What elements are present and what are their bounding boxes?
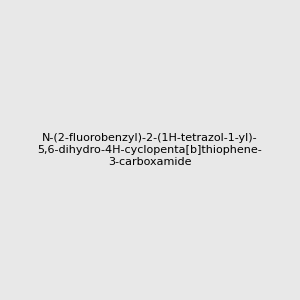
Text: N-(2-fluorobenzyl)-2-(1H-tetrazol-1-yl)-
5,6-dihydro-4H-cyclopenta[b]thiophene-
: N-(2-fluorobenzyl)-2-(1H-tetrazol-1-yl)-… bbox=[38, 134, 262, 166]
